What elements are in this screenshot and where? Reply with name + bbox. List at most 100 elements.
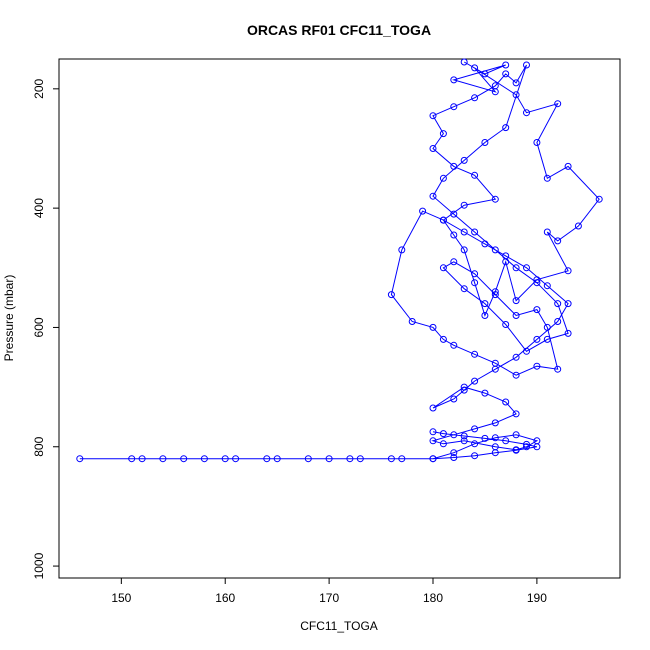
data-point xyxy=(491,195,499,203)
data-point xyxy=(491,449,499,457)
data-point xyxy=(138,455,146,463)
data-point xyxy=(450,341,458,349)
data-point xyxy=(346,455,354,463)
data-point xyxy=(543,228,551,236)
data-point xyxy=(512,410,520,418)
x-axis-label: CFC11_TOGA xyxy=(300,619,378,633)
data-point xyxy=(471,270,479,278)
data-point xyxy=(564,300,572,308)
data-point xyxy=(502,124,510,132)
data-point xyxy=(512,79,520,87)
data-point xyxy=(471,279,479,287)
data-point xyxy=(512,297,520,305)
data-point xyxy=(450,76,458,84)
data-point xyxy=(450,454,458,461)
data-point xyxy=(471,350,479,358)
x-tick-label: 160 xyxy=(215,591,235,605)
data-point xyxy=(491,365,499,373)
data-point xyxy=(273,455,281,463)
data-point xyxy=(543,323,551,331)
data-point xyxy=(471,440,479,448)
data-point xyxy=(491,82,499,90)
data-point xyxy=(460,386,468,394)
data-point xyxy=(502,70,510,78)
y-tick-label: 200 xyxy=(32,78,46,98)
data-point xyxy=(460,228,468,236)
data-point xyxy=(387,291,395,299)
data-point xyxy=(450,162,458,170)
y-tick-label: 400 xyxy=(32,198,46,218)
data-point xyxy=(491,288,499,296)
data-point xyxy=(523,440,530,448)
data-point xyxy=(429,455,437,463)
data-point xyxy=(502,252,510,260)
data-point xyxy=(76,455,84,463)
data-point xyxy=(512,312,520,319)
data-point xyxy=(429,404,437,412)
data-point xyxy=(419,207,427,215)
data-point xyxy=(533,362,541,370)
data-point xyxy=(564,329,572,337)
data-point xyxy=(429,112,437,120)
data-point xyxy=(450,431,458,439)
data-point xyxy=(481,70,489,78)
data-point xyxy=(491,434,499,442)
data-point xyxy=(543,335,551,343)
y-axis-label: Pressure (mbar) xyxy=(2,275,16,362)
data-point xyxy=(481,434,489,442)
data-point xyxy=(512,431,520,439)
y-tick-label: 600 xyxy=(32,317,46,337)
x-tick-label: 190 xyxy=(527,591,547,605)
data-point xyxy=(429,192,437,200)
data-point xyxy=(398,246,406,254)
data-point xyxy=(429,323,437,331)
data-point xyxy=(554,100,562,108)
data-point xyxy=(523,109,530,117)
data-point xyxy=(533,335,541,343)
data-point xyxy=(512,371,520,379)
data-point xyxy=(533,139,541,146)
series-line xyxy=(79,61,600,460)
data-point xyxy=(159,455,167,463)
data-point xyxy=(471,64,479,72)
data-point xyxy=(439,430,447,438)
data-point xyxy=(471,94,479,102)
data-point xyxy=(128,455,136,463)
data-point xyxy=(554,300,562,308)
data-point xyxy=(460,246,468,254)
data-point xyxy=(481,300,489,308)
data-point xyxy=(450,210,458,218)
data-point xyxy=(471,171,479,179)
x-tick-label: 170 xyxy=(319,591,339,605)
data-point xyxy=(429,437,437,445)
data-point xyxy=(523,443,530,451)
data-point xyxy=(554,365,562,373)
data-point xyxy=(439,264,447,272)
data-point xyxy=(502,61,510,69)
data-point xyxy=(564,267,572,275)
data-point xyxy=(554,318,562,325)
plot-frame xyxy=(58,58,621,579)
data-point xyxy=(523,61,530,69)
data-point xyxy=(439,440,447,448)
data-point xyxy=(533,443,541,451)
y-tick-label: 1000 xyxy=(32,552,46,579)
data-point xyxy=(502,321,510,328)
data-point xyxy=(502,437,510,445)
data-point xyxy=(481,139,489,146)
data-point xyxy=(387,455,395,463)
data-point xyxy=(429,145,437,152)
data-point xyxy=(554,237,562,245)
data-point xyxy=(543,282,551,290)
data-point xyxy=(533,306,541,314)
data-point xyxy=(574,222,582,230)
data-point xyxy=(429,428,437,436)
data-point xyxy=(398,455,406,463)
data-point xyxy=(450,231,458,239)
data-point xyxy=(471,425,479,433)
data-point xyxy=(471,377,479,385)
data-point xyxy=(523,347,530,355)
data-point xyxy=(481,389,489,397)
data-point xyxy=(450,449,458,457)
data-point xyxy=(512,91,520,99)
